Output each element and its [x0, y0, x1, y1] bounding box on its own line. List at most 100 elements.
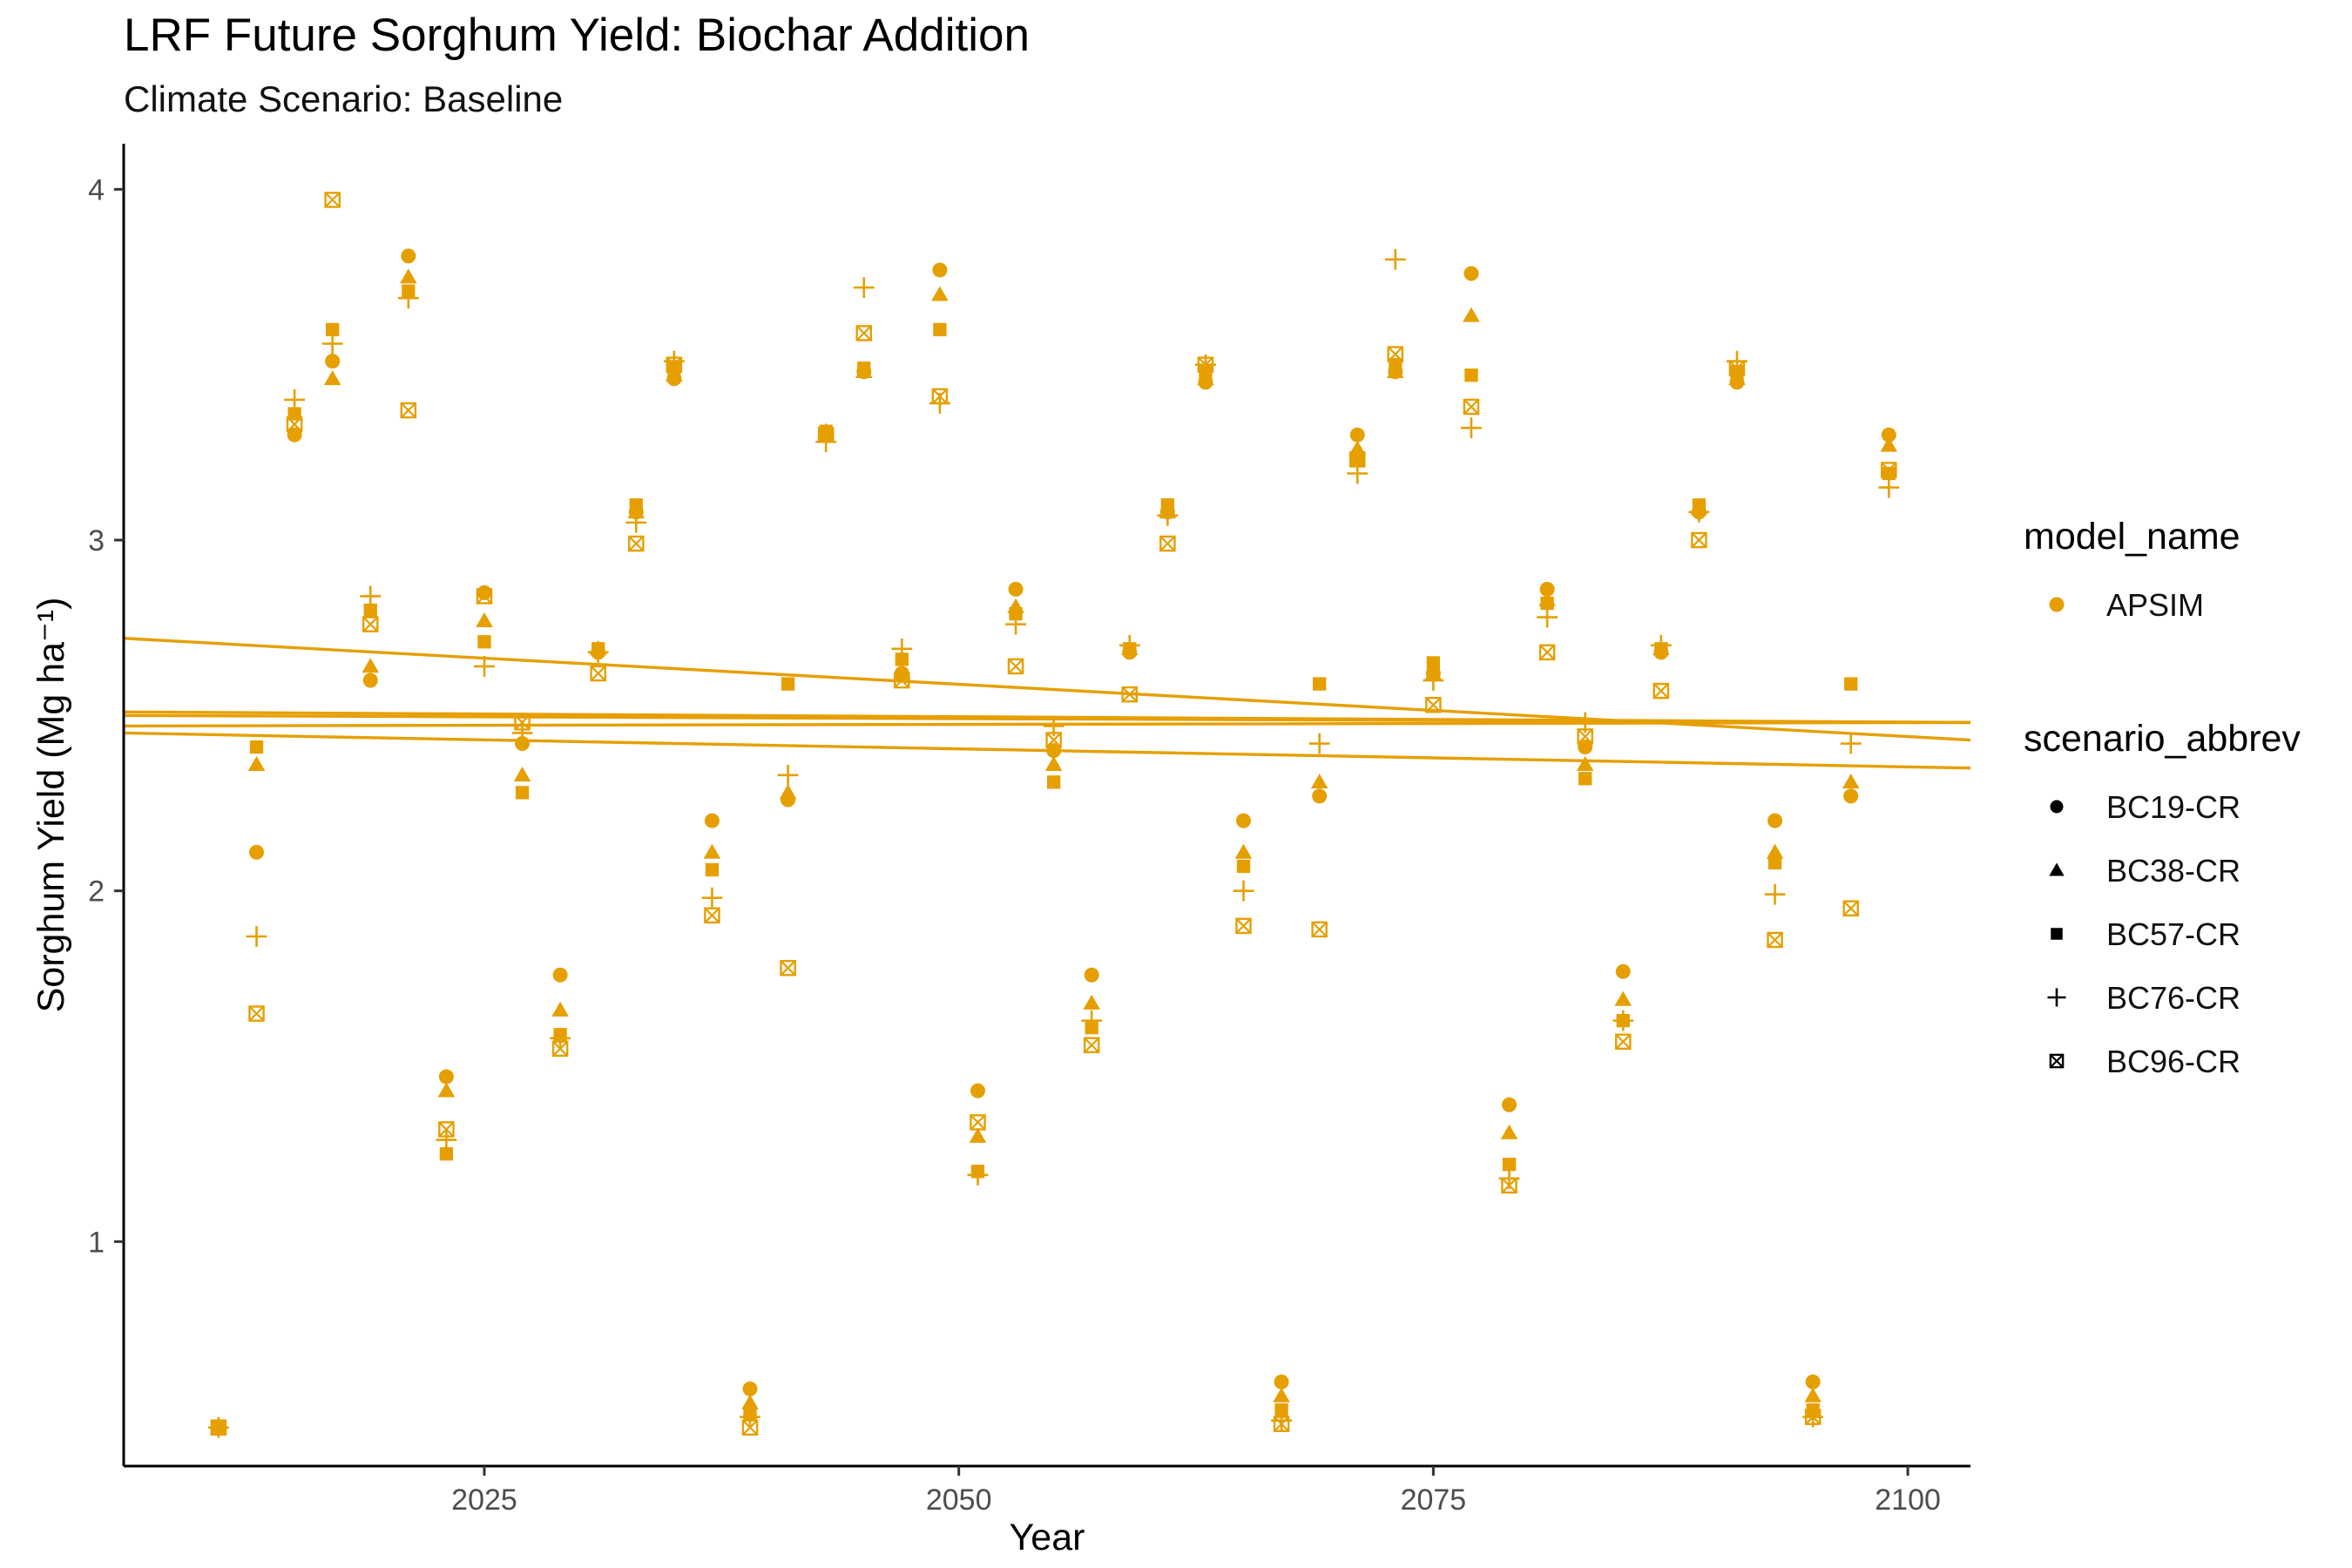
point-bc76-cr — [474, 656, 495, 677]
legend-label: BC76-CR — [2106, 980, 2240, 1016]
point-bc96-cr — [1159, 535, 1176, 552]
point-bc96-cr — [1691, 531, 1707, 549]
legend-title: scenario_abbrev — [2024, 718, 2301, 760]
x-axis-title: Year — [1010, 1517, 1085, 1558]
point-bc19-cr — [704, 813, 720, 828]
point-bc19-cr — [1767, 813, 1783, 828]
legend-title: model_name — [2024, 516, 2240, 558]
point-bc96-cr — [400, 402, 417, 419]
point-bc38-cr — [1310, 774, 1328, 789]
legend: model_name APSIM scenario_abbrev BC19-CR BC3… — [2024, 516, 2301, 1079]
x-tick-label: 2050 — [926, 1484, 992, 1517]
point-bc96-cr — [1767, 931, 1783, 949]
legend-label: BC96-CR — [2106, 1044, 2240, 1079]
point-bc38-cr — [247, 755, 266, 772]
chart-subtitle: Climate Scenario: Baseline — [124, 78, 564, 119]
point-bc96-cr — [780, 959, 796, 977]
legend-key-bc19-cr — [2050, 800, 2064, 814]
point-bc96-cr — [1728, 360, 1746, 376]
point-bc38-cr — [1766, 843, 1784, 859]
point-bc76-cr — [1461, 417, 1482, 439]
point-bc96-cr — [1425, 696, 1442, 713]
point-bc76-cr — [1764, 883, 1786, 905]
point-bc96-cr — [855, 325, 873, 341]
point-bc57-cr — [705, 862, 720, 877]
point-bc76-cr — [1233, 880, 1254, 902]
legend-label: BC57-CR — [2106, 916, 2240, 952]
point-bc76-cr — [397, 287, 419, 309]
point-bc76-cr — [1840, 733, 1862, 754]
point-bc57-cr — [857, 362, 871, 375]
point-bc19-cr — [1805, 1374, 1821, 1389]
point-bc57-cr — [895, 652, 909, 666]
point-bc96-cr — [1197, 356, 1214, 373]
point-bc57-cr — [1464, 368, 1478, 382]
point-bc19-cr — [438, 1069, 454, 1085]
point-bc96-cr — [1652, 682, 1670, 700]
point-bc76-cr — [284, 389, 305, 410]
x-tick-label: 2100 — [1875, 1484, 1941, 1517]
point-bc76-cr — [777, 764, 799, 786]
point-bc96-cr — [590, 665, 606, 682]
point-bc38-cr — [779, 784, 797, 800]
axes: 1 2 3 4 2025 2050 2075 2100 Year Sorghum Yield (M… — [30, 144, 1970, 1558]
point-bc96-cr — [1311, 921, 1328, 938]
point-bc96-cr — [286, 416, 303, 433]
point-bc38-cr — [1842, 774, 1860, 789]
y-tick-label: 3 — [88, 524, 105, 558]
point-bc76-cr — [701, 887, 723, 909]
point-bc76-cr — [1119, 634, 1140, 656]
point-bc19-cr — [970, 1083, 985, 1098]
point-bc57-cr — [1426, 656, 1441, 670]
y-tick-label: 2 — [88, 875, 105, 909]
legend-key-bc76-cr — [2047, 988, 2066, 1007]
point-bc19-cr — [1349, 427, 1365, 443]
point-bc38-cr — [437, 1082, 456, 1098]
point-bc96-cr — [894, 672, 910, 689]
trend-line-bc96-cr — [123, 637, 1971, 742]
point-bc57-cr — [1009, 606, 1023, 621]
point-bc76-cr — [587, 641, 609, 663]
point-bc38-cr — [400, 268, 417, 284]
point-bc19-cr — [1843, 788, 1859, 804]
point-bc57-cr — [1046, 775, 1061, 789]
point-bc57-cr — [249, 740, 264, 754]
point-bc57-cr — [1502, 1158, 1517, 1172]
point-bc76-cr — [740, 1406, 760, 1428]
point-bc57-cr — [1578, 772, 1592, 786]
point-bc38-cr — [1273, 1387, 1290, 1402]
point-bc38-cr — [1500, 1124, 1518, 1139]
point-bc19-cr — [476, 585, 492, 600]
point-bc19-cr — [1463, 266, 1479, 281]
point-bc57-cr — [629, 498, 643, 512]
point-bc96-cr — [931, 388, 949, 405]
point-bc96-cr — [1007, 658, 1024, 675]
point-bc96-cr — [817, 426, 835, 443]
y-tick-label: 1 — [88, 1226, 105, 1259]
point-bc96-cr — [1463, 398, 1480, 416]
point-bc19-cr — [1881, 427, 1896, 443]
point-bc19-cr — [1615, 963, 1631, 979]
trend-line-bc38-cr — [123, 713, 1971, 725]
point-bc57-cr — [781, 677, 795, 691]
point-bc96-cr — [704, 907, 720, 924]
point-bc19-cr — [742, 1381, 758, 1396]
point-bc76-cr — [625, 511, 647, 533]
point-bc76-cr — [1005, 613, 1026, 635]
point-bc96-cr — [1804, 1409, 1821, 1425]
legend-key-bc57-cr — [2051, 928, 2063, 940]
point-bc76-cr — [967, 1164, 989, 1186]
point-bc19-cr — [1084, 967, 1099, 983]
point-bc38-cr — [1083, 994, 1100, 1010]
point-bc19-cr — [1236, 813, 1252, 828]
point-bc57-cr — [515, 786, 530, 800]
point-bc57-cr — [363, 603, 377, 618]
point-bc96-cr — [438, 1121, 455, 1138]
point-bc19-cr — [249, 844, 265, 860]
legend-key-bc38-cr — [2049, 862, 2065, 876]
point-bc76-cr — [1650, 634, 1672, 656]
point-bc76-cr — [1537, 606, 1558, 628]
point-bc19-cr — [552, 967, 568, 983]
point-bc96-cr — [1614, 1033, 1632, 1051]
point-bc57-cr — [1767, 855, 1782, 870]
